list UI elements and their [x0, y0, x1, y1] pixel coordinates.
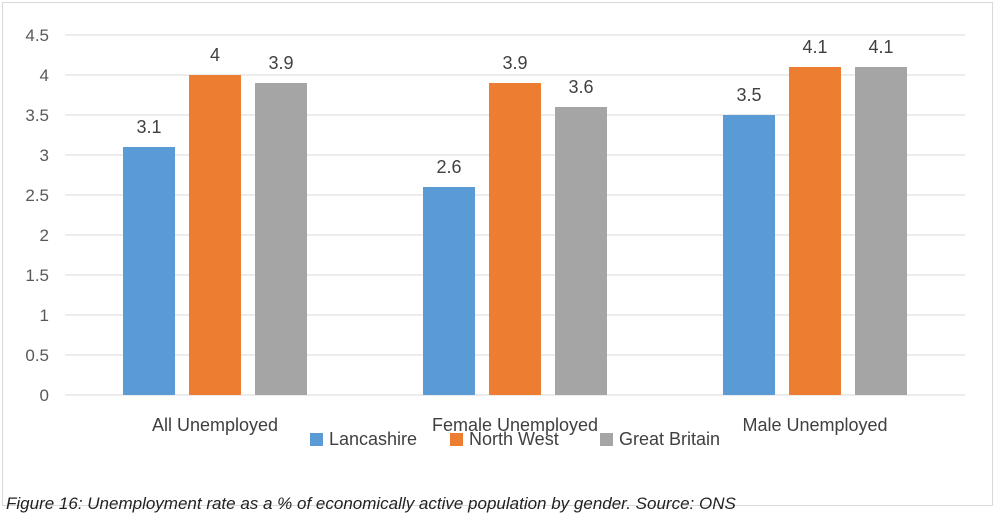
data-label: 3.6 [568, 77, 593, 97]
legend-label: Great Britain [619, 429, 720, 449]
data-label: 3.9 [502, 53, 527, 73]
data-label: 3.5 [736, 85, 761, 105]
category-label: Female Unemployed [432, 415, 598, 435]
chart-frame: 0 0.5 1 1.5 2 2.5 3 3.5 4 4.5 3.1 4 3.9 All Unemploye… [2, 2, 993, 506]
legend-label: Lancashire [329, 429, 417, 449]
y-tick-label: 3.5 [25, 106, 49, 125]
bar-chart: 0 0.5 1 1.5 2 2.5 3 3.5 4 4.5 3.1 4 3.9 All Unemploye… [25, 26, 965, 449]
category-label: All Unemployed [152, 415, 278, 435]
legend-swatch [600, 433, 613, 446]
data-label: 3.9 [268, 53, 293, 73]
bar [423, 187, 475, 395]
bar [723, 115, 775, 395]
data-label: 4.1 [802, 37, 827, 57]
y-tick-label: 2 [40, 226, 49, 245]
bar [855, 67, 907, 395]
y-tick-label: 2.5 [25, 186, 49, 205]
bar [555, 107, 607, 395]
y-tick-label: 3 [40, 146, 49, 165]
bar [123, 147, 175, 395]
y-tick-label: 4.5 [25, 26, 49, 45]
legend-swatch [450, 433, 463, 446]
y-tick-label: 1.5 [25, 266, 49, 285]
data-label: 3.1 [136, 117, 161, 137]
bar [189, 75, 241, 395]
y-tick-label: 1 [40, 306, 49, 325]
y-tick-label: 0.5 [25, 346, 49, 365]
y-tick-label: 4 [40, 66, 49, 85]
legend-label: North West [469, 429, 559, 449]
bar [789, 67, 841, 395]
category-label: Male Unemployed [742, 415, 887, 435]
data-label: 2.6 [436, 157, 461, 177]
data-label: 4.1 [868, 37, 893, 57]
y-tick-label: 0 [40, 386, 49, 405]
bar [489, 83, 541, 395]
legend-swatch [310, 433, 323, 446]
figure-caption: Figure 16: Unemployment rate as a % of e… [6, 494, 736, 513]
bar [255, 83, 307, 395]
data-label: 4 [210, 45, 220, 65]
